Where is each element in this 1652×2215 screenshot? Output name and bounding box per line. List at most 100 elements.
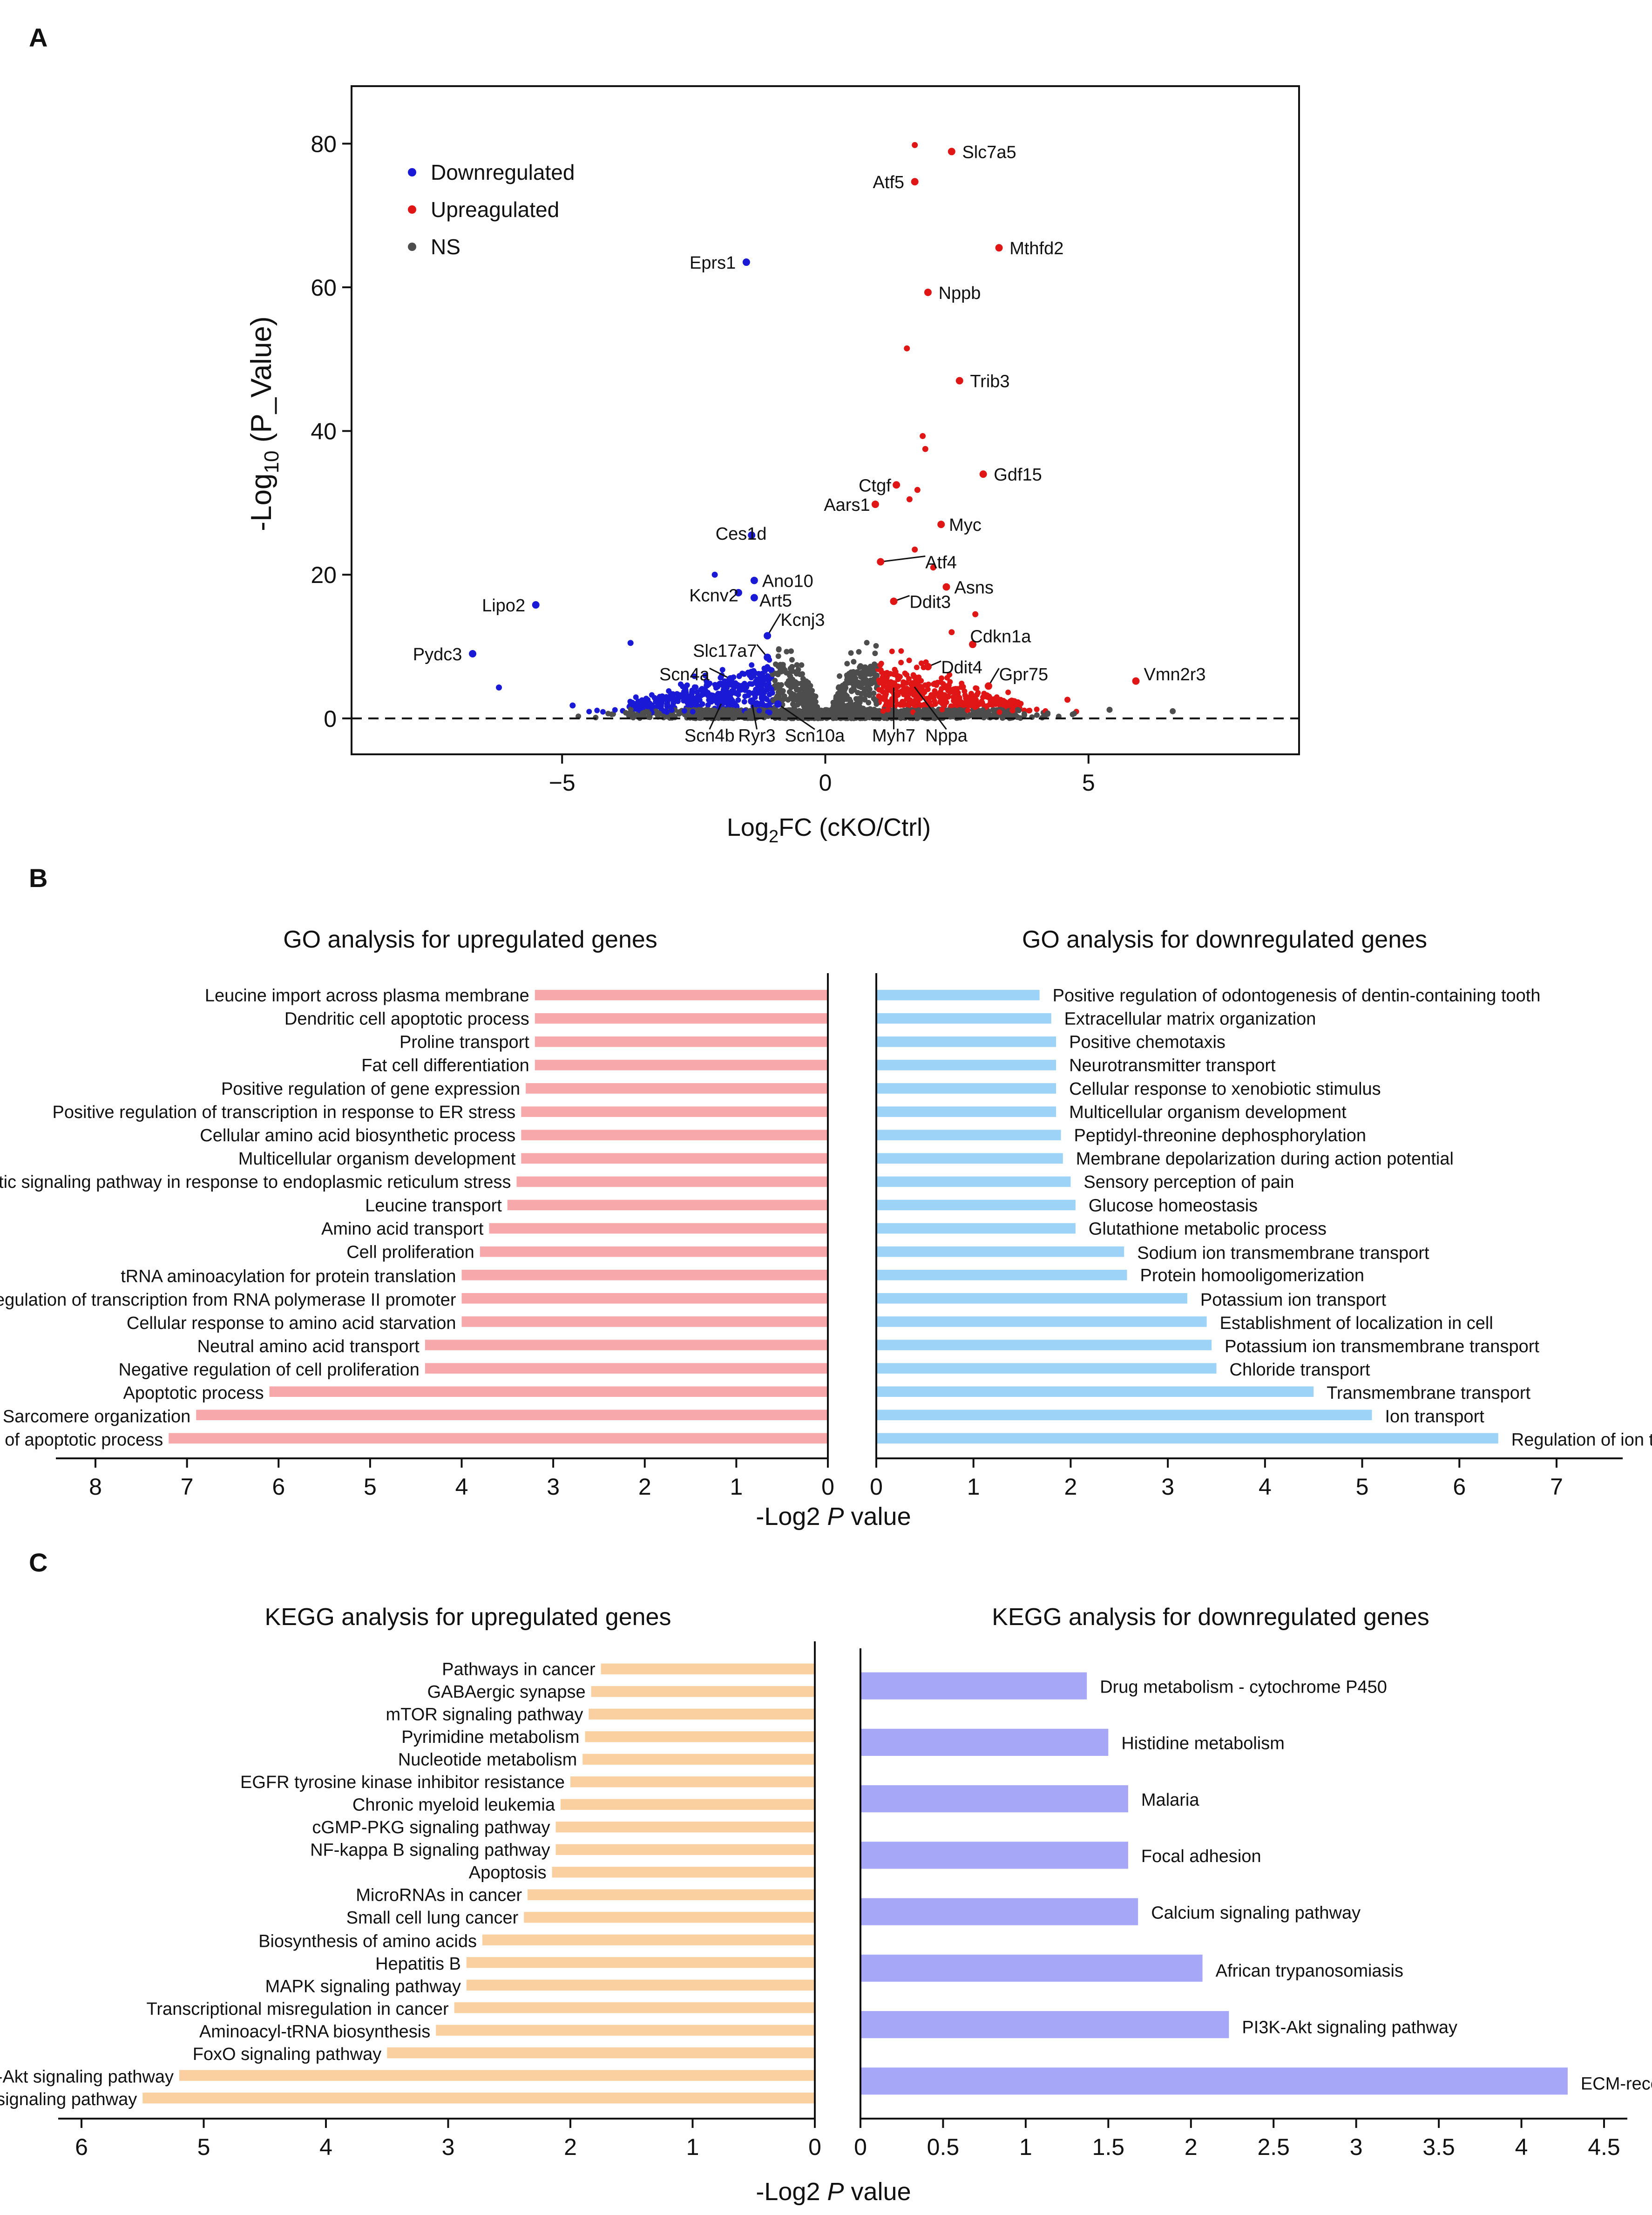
volcano-point-baseline [646,711,652,717]
bar-category-label: MAPK signaling pathway [265,1977,461,1997]
volcano-point-downregulated [751,668,757,674]
bar-category-label: p53 signaling pathway [0,2090,137,2109]
bar [454,2002,815,2013]
x-tick-label: 4 [455,1474,468,1500]
volcano-point-upreagulated [922,682,928,688]
volcano-point-ns [758,713,764,719]
volcano-point-ns [775,671,781,677]
volcano-point-downregulated [666,688,672,694]
volcano-point-ns [807,683,813,689]
volcano-point-labeled [984,682,992,690]
volcano-point-ns [775,664,781,670]
volcano-point-upreagulated [974,700,980,706]
gene-label-connector [911,683,947,730]
volcano-point-ns [803,696,809,702]
volcano-y-tick-label: 60 [311,275,337,301]
volcano-point-baseline [681,708,687,714]
bar-category-label: mTOR signaling pathway [386,1705,583,1725]
volcano-point-ns [667,715,673,721]
volcano-point-labeled [908,680,916,688]
x-tick-label: 6 [75,2134,88,2160]
bar [552,1867,815,1878]
volcano-point-baseline [836,712,842,718]
volcano-point-labeled [877,558,885,566]
volcano-point-ns [845,677,851,683]
bar [589,1708,815,1720]
volcano-point-ns [817,707,823,713]
gene-label: Mthfd2 [1009,239,1063,258]
volcano-point-ns [772,677,778,684]
bar [876,1340,1212,1350]
volcano-point-ns [878,713,884,719]
bar [876,1199,1076,1211]
volcano-point-ns [868,666,874,672]
volcano-point-upreagulated [914,664,920,671]
x-tick-label: 6 [1453,1474,1466,1500]
volcano-point-ns [872,650,878,657]
volcano-point-upreagulated [889,648,895,654]
volcano-point-ns [788,684,794,691]
volcano-point-ns [873,710,879,716]
volcano-point-upreagulated [906,657,912,664]
volcano-point-baseline [594,707,600,713]
x-tick-label: 8 [89,1474,102,1500]
bar-category-label: Potassium ion transport [1200,1290,1387,1310]
gene-label: Slc17a7 [693,641,757,661]
volcano-point-baseline [765,709,771,715]
volcano-point-downregulated [761,665,767,671]
bar [169,1433,828,1444]
go-x-axis-title: -Log2 P value [756,1503,911,1531]
volcano-point-ns [655,713,661,719]
volcano-point-upreagulated [963,695,969,701]
volcano-point-baseline [735,710,741,716]
volcano-point-labeled [750,594,758,602]
volcano-plot: Slc7a5Atf5Mthfd2Eprs1NppbTrib3Gdf15CtgfA… [311,85,1300,796]
bar-category-label: Intrinsic apoptotic signaling pathway in… [0,1172,511,1192]
volcano-point-upreagulated [994,694,1000,700]
volcano-point-baseline [880,708,886,714]
gene-label: Eprs1 [690,253,736,273]
volcano-point-ns [863,671,869,677]
gene-label: Ddit4 [941,658,982,677]
volcano-point-downregulated [705,702,711,708]
volcano-point-labeled [748,697,756,705]
volcano-point-baseline [996,709,1002,715]
volcano-point-downregulated [657,696,663,702]
volcano-point-baseline [1027,707,1033,713]
panel-c: C KEGG analysis for upregulated genes Pat… [0,1548,1652,2206]
bar [179,2070,815,2081]
volcano-point-downregulated [725,682,731,688]
volcano-point-labeled [911,178,919,186]
bar-category-label: Establishment of localization in cell [1220,1314,1493,1333]
bar [876,1036,1056,1047]
bar [521,1153,828,1164]
bar [142,2093,815,2104]
kegg-x-axis-title: -Log2 P value [756,2178,911,2206]
x-tick-label: 5 [364,1474,377,1500]
gene-label: Myh7 [872,726,915,745]
bar [521,1130,828,1140]
volcano-point-baseline [600,709,606,715]
bar-category-label: Positive regulation of transcription fro… [0,1290,456,1310]
volcano-point-ns [812,695,818,701]
gene-label-connector [709,700,724,730]
volcano-point-downregulated [636,702,643,708]
volcano-point-ns [904,708,910,714]
volcano-point-baseline [851,711,857,718]
bar [860,1842,1128,1869]
volcano-point-upreagulated [1005,689,1011,695]
volcano-point-baseline [669,707,675,713]
bar-category-label: Glucose homeostasis [1089,1196,1258,1215]
gene-label: Ctgf [859,476,891,495]
bar-category-label: Hepatitis B [375,1954,461,1974]
volcano-point-ns [844,661,850,667]
volcano-point-upreagulated [1001,698,1007,704]
volcano-point-upreagulated [895,673,901,679]
gene-label: Vmn2r3 [1144,665,1205,684]
volcano-point-downregulated [749,662,755,668]
volcano-point-ns [901,713,907,719]
x-tick-label: 0 [821,1474,834,1500]
x-tick-label: 2 [1185,2134,1198,2160]
gene-label: Nppb [939,284,981,303]
bar-category-label: African trypanosomiasis [1216,1961,1403,1981]
